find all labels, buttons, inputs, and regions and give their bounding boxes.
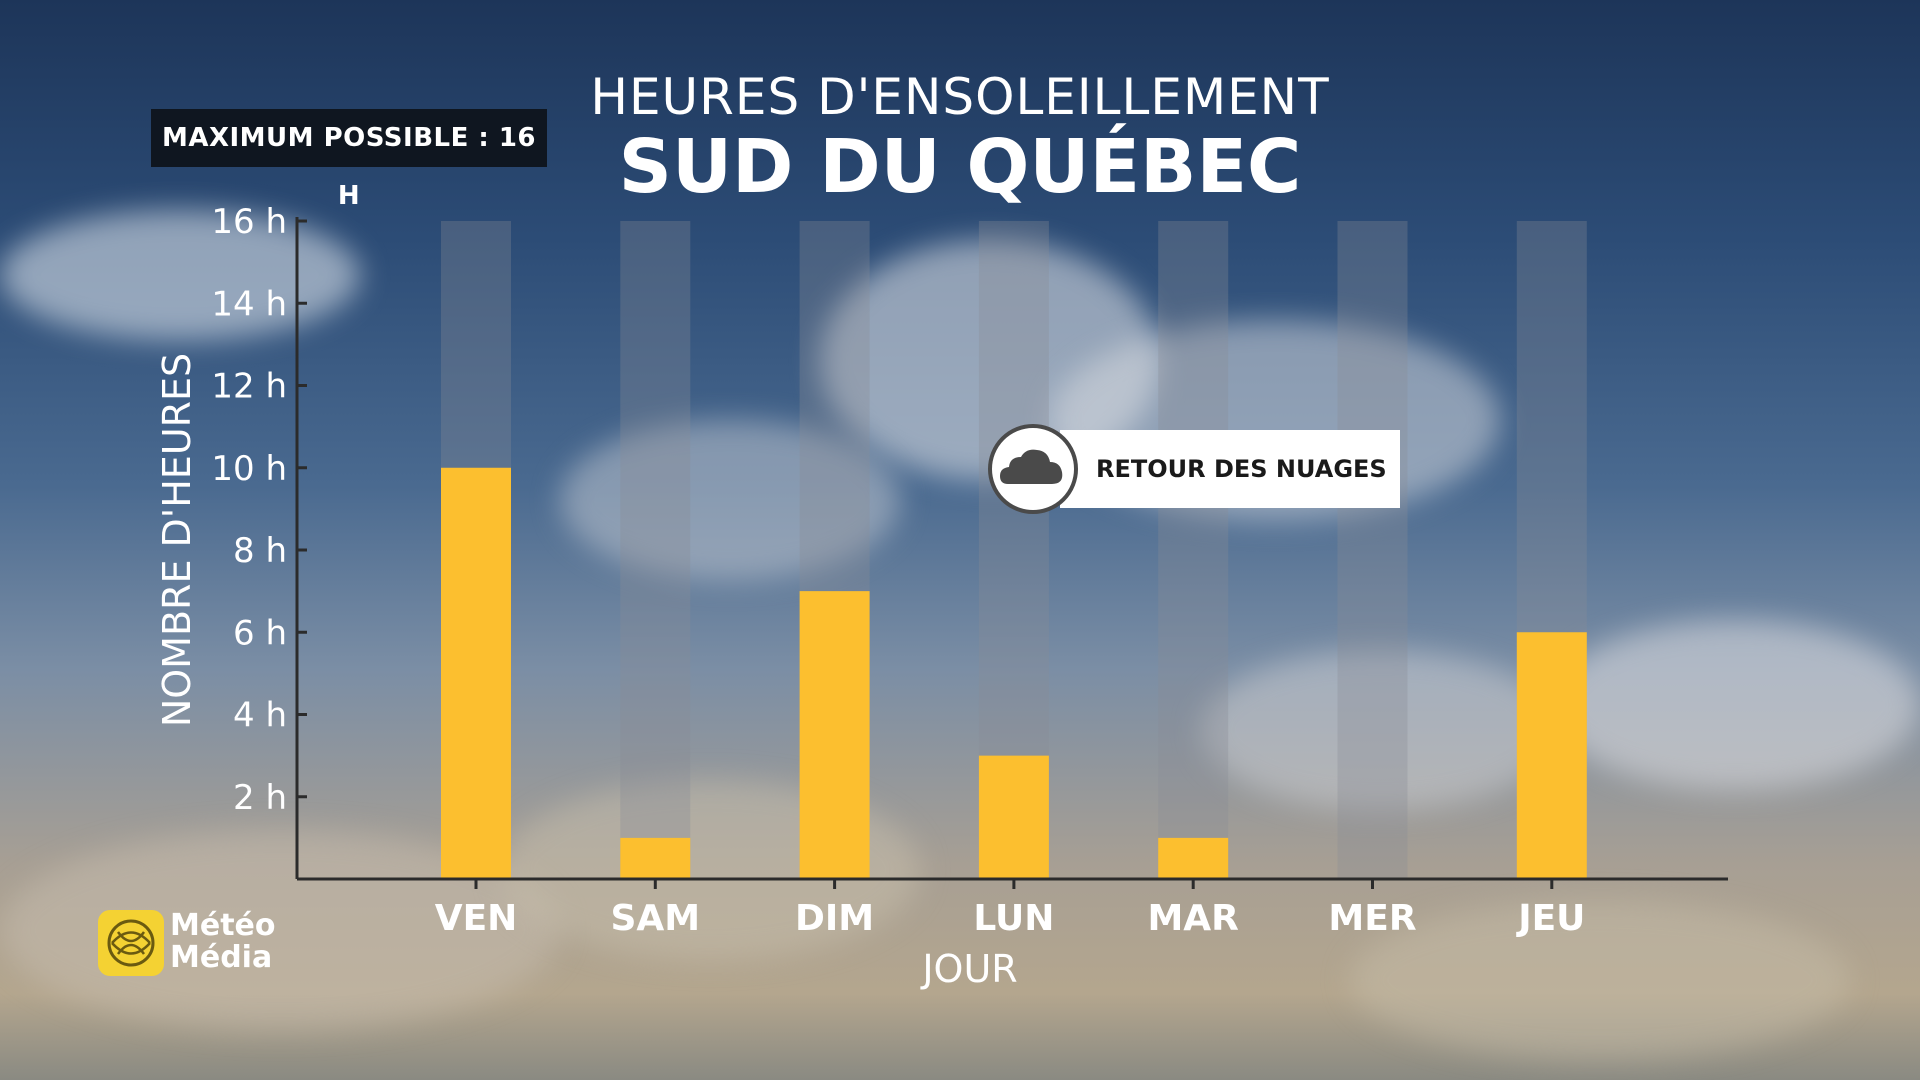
chart-title: HEURES D'ENSOLEILLEMENT [590,68,1330,126]
y-tick-label: 8 h [233,531,287,571]
chart-subtitle: SUD DU QUÉBEC [618,124,1302,210]
bar-mar [1158,837,1229,879]
max-track-mer [1337,221,1408,879]
x-tick-label: MER [1328,898,1416,939]
annotation-text: RETOUR DES NUAGES [1096,455,1387,483]
y-tick-label: 16 h [211,202,287,242]
logo-line1: Météo [170,908,276,943]
bar-jeu [1516,632,1587,879]
max-track-mar [1158,221,1229,879]
x-tick-label: LUN [973,898,1054,939]
y-tick-label: 12 h [211,367,287,407]
cloud-icon [988,424,1078,514]
x-tick-label: MAR [1147,898,1238,939]
max-track-sam [620,221,691,879]
bar-dim [799,591,870,879]
meteomedia-logo: Météo Média [98,910,278,980]
y-tick-label: 6 h [233,613,287,653]
bar-sam [620,837,691,879]
annotation-box: RETOUR DES NUAGES [1060,430,1400,508]
x-axis-title: JOUR [920,947,1017,991]
bar-ven [441,467,511,879]
y-tick-label: 14 h [211,284,287,324]
max-possible-badge: MAXIMUM POSSIBLE : 16 H [151,109,547,211]
logo-globe-icon [98,910,164,976]
y-tick-label: 10 h [211,449,287,489]
x-tick-label: DIM [795,898,874,939]
x-tick-label: JEU [1515,898,1585,939]
x-tick-label: VEN [435,898,518,939]
y-tick-label: 2 h [233,778,287,818]
bar-lun [978,755,1049,879]
logo-line2: Média [170,940,273,975]
y-axis-title: NOMBRE D'HEURES [155,353,199,727]
y-tick-label: 4 h [233,696,287,736]
x-tick-label: SAM [610,898,700,939]
